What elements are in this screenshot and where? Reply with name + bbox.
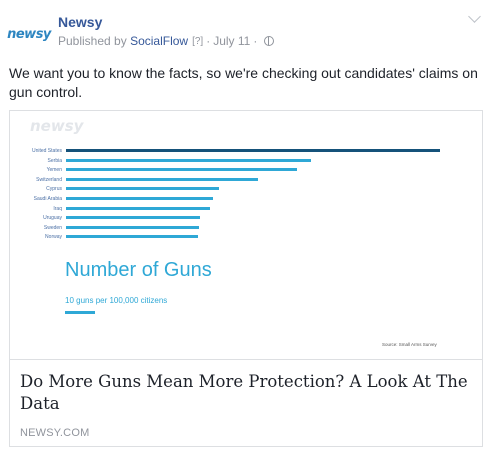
post-meta: Published by SocialFlow [?] · July 11 · [58,34,275,48]
chart-category-label: United States [31,148,62,154]
chart-bar [66,225,200,229]
chart-bar [66,158,312,162]
chart-category-label: Sweden [43,224,62,231]
page-avatar[interactable]: newsy [7,14,51,54]
card-title[interactable]: Do More Guns Mean More Protection? A Loo… [20,372,468,413]
chart-category-label: Serbia [47,157,62,164]
chart-bar [66,197,214,200]
newsy-watermark: newsy [30,117,84,135]
chart-bar-row: Uruguay [10,214,482,222]
legend-swatch [65,311,95,314]
chart-bar-row: Sweden [10,224,482,232]
chart-subtitle: 10 guns per 100,000 citizens [65,296,168,305]
page-name-link[interactable]: Newsy [58,14,103,30]
card-domain: NEWSY.COM [20,427,90,439]
chart-bar [66,206,211,210]
chart-bar [66,177,259,181]
chart-bar-row: Iraq [10,205,482,213]
chart-bar [66,149,440,152]
separator: · [253,34,258,48]
chart-bar [66,187,220,191]
chart-bar-row: Yemen [10,166,482,174]
chart-category-label: Norway [45,234,62,241]
chart-category-label: Uruguay [43,215,62,222]
chart-bar [66,216,200,220]
chart-bar-row: Norway [10,233,482,241]
help-marker[interactable]: [?] [192,35,204,47]
chart-bar-row: Saudi Arabia [10,195,482,203]
chart-source: Source: Small Arms Survey [382,342,437,347]
chart-bar-row: Serbia [10,157,482,165]
chart-category-label: Cyprus [46,186,62,193]
link-preview-card[interactable]: newsy United States Serbia Yemen Switzerlan… [9,110,483,447]
card-image[interactable]: newsy United States Serbia Yemen Switzerlan… [10,111,482,360]
post-message: We want you to know the facts, so we're … [9,65,478,100]
chart-bar-row: Cyprus [10,185,482,193]
separator: · [206,34,211,48]
chart-title: Number of Guns [65,259,212,281]
post-date-link[interactable]: July 11 [213,34,251,48]
published-prefix: Published by [58,34,127,48]
chevron-down-icon[interactable] [468,10,481,23]
chart-bar-row: Switzerland [10,176,482,184]
chart-bar [66,235,198,239]
chart-category-label: Yemen [46,167,62,174]
globe-icon [264,36,275,46]
chart-category-label: Saudi Arabia [33,196,62,202]
publisher-link[interactable]: SocialFlow [130,34,189,48]
chart-bar [66,168,297,172]
chart-category-label: Switzerland [36,176,62,183]
chart-category-label: Iraq [53,205,62,212]
chart-bar-row: United States [10,147,482,155]
avatar-logo-text: newsy [7,26,51,42]
